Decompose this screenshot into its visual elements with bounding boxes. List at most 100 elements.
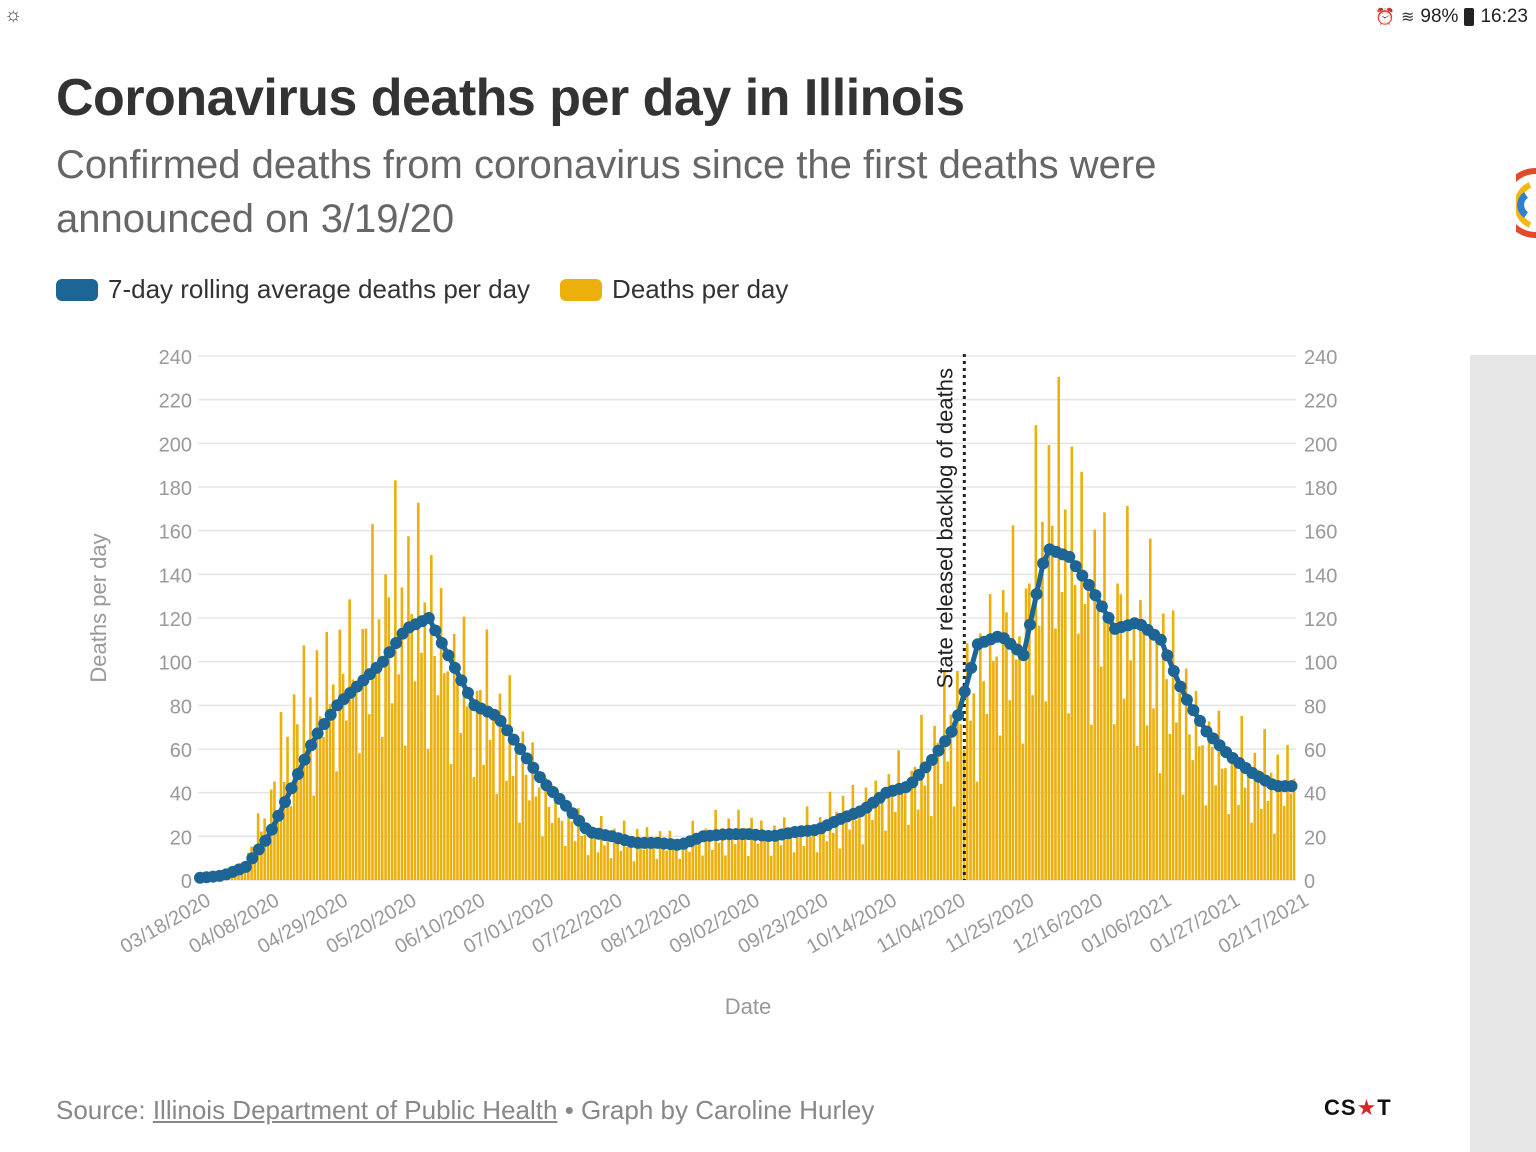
daily-bar: [1256, 769, 1260, 880]
daily-bar: [998, 735, 1002, 880]
avg-point: [1030, 588, 1043, 600]
daily-bar: [678, 858, 681, 880]
daily-bar: [985, 713, 989, 880]
daily-bar: [926, 755, 930, 880]
x-axis-title: Date: [725, 994, 771, 1019]
daily-bar: [858, 807, 861, 880]
deaths-chart: State released backlog of deaths 0 0 20 20 4…: [86, 347, 1337, 1019]
daily-bar: [691, 820, 695, 880]
daily-bar: [992, 660, 995, 880]
daily-bar: [639, 843, 642, 880]
avg-point: [1180, 693, 1193, 706]
daily-bar: [266, 841, 270, 880]
daily-bar: [1031, 695, 1034, 880]
legend-swatch-daily: [560, 278, 603, 301]
avg-point: [311, 727, 324, 740]
daily-bar: [282, 782, 286, 880]
daily-bar: [694, 842, 698, 880]
daily-bar: [684, 838, 688, 880]
daily-bar: [1266, 800, 1270, 880]
daily-bar: [1014, 659, 1018, 880]
daily-bar: [737, 809, 740, 880]
legend-item-daily[interactable]: Deaths per day: [560, 274, 788, 305]
daily-bar: [521, 731, 525, 880]
daily-bar: [1282, 805, 1286, 880]
daily-bar: [1253, 752, 1257, 880]
daily-bar: [345, 720, 348, 880]
y-tick-label-right: 80: [1304, 696, 1326, 718]
daily-bar: [894, 811, 897, 880]
daily-bar: [1021, 743, 1025, 880]
avg-point: [514, 743, 527, 755]
avg-point: [442, 649, 455, 662]
daily-bar: [1279, 786, 1283, 880]
y-tick-label-right: 100: [1304, 653, 1337, 675]
daily-bar: [880, 798, 884, 880]
daily-bar: [1090, 724, 1093, 880]
daily-bar: [1276, 754, 1279, 880]
daily-bar: [400, 587, 404, 880]
daily-bar: [570, 821, 574, 880]
daily-bar: [1119, 594, 1123, 880]
daily-bar: [384, 574, 387, 880]
daily-bar: [809, 836, 812, 880]
avg-point: [448, 661, 461, 674]
y-tick-label-left: 80: [170, 696, 192, 718]
daily-bar: [766, 836, 770, 880]
daily-bar: [557, 817, 561, 880]
daily-bar: [825, 841, 829, 880]
daily-bar: [730, 830, 734, 880]
daily-bar: [1122, 698, 1126, 880]
avg-point: [1024, 618, 1036, 631]
legend-item-average[interactable]: 7-day rolling average deaths per day: [56, 274, 530, 305]
daily-bar: [348, 599, 351, 880]
daily-bar: [1152, 708, 1155, 880]
avg-point: [435, 637, 448, 649]
daily-bar: [1145, 725, 1149, 880]
daily-bar: [1184, 668, 1188, 880]
y-tick-label-left: 240: [159, 347, 192, 369]
daily-bar: [279, 711, 283, 880]
daily-bar: [864, 787, 868, 880]
daily-bar: [1041, 521, 1044, 880]
daily-bar: [799, 826, 802, 880]
daily-bar: [681, 837, 685, 880]
daily-bar: [933, 725, 936, 880]
daily-bar: [874, 780, 878, 880]
daily-bar: [848, 829, 851, 880]
daily-bar: [952, 806, 956, 880]
daily-bar: [675, 846, 678, 880]
chart-subtitle: Confirmed deaths from coronavirus since …: [56, 143, 1157, 241]
y-tick-label-right: 220: [1304, 391, 1337, 413]
daily-bar: [586, 855, 590, 880]
daily-bar: [403, 745, 407, 880]
wifi-icon: ≋: [1401, 9, 1415, 26]
daily-bar: [423, 602, 427, 880]
avg-point: [265, 823, 278, 836]
daily-bar: [1063, 509, 1067, 880]
daily-bar: [1096, 597, 1100, 880]
daily-bar: [452, 633, 456, 880]
daily-bar: [711, 849, 714, 880]
daily-bar: [648, 844, 652, 880]
source-link[interactable]: Illinois Department of Public Health: [152, 1095, 558, 1125]
daily-bar: [309, 697, 312, 880]
avg-point: [1167, 665, 1180, 677]
y-tick-label-left: 120: [159, 609, 192, 631]
avg-point: [939, 735, 952, 748]
daily-bar: [903, 787, 907, 880]
daily-bar: [871, 819, 874, 880]
daily-bar: [338, 629, 342, 880]
partial-app-logo-icon: [1516, 168, 1536, 238]
daily-bar: [979, 633, 982, 880]
daily-bar: [430, 555, 433, 880]
daily-bar: [743, 827, 747, 880]
daily-bar: [564, 846, 567, 880]
daily-bar: [449, 764, 453, 880]
sun-cloud-icon: ☼: [4, 4, 23, 26]
daily-bar: [1077, 633, 1080, 880]
daily-bar: [413, 681, 417, 880]
daily-bar: [776, 833, 780, 880]
daily-bar: [1148, 538, 1152, 880]
daily-bar: [469, 705, 472, 880]
